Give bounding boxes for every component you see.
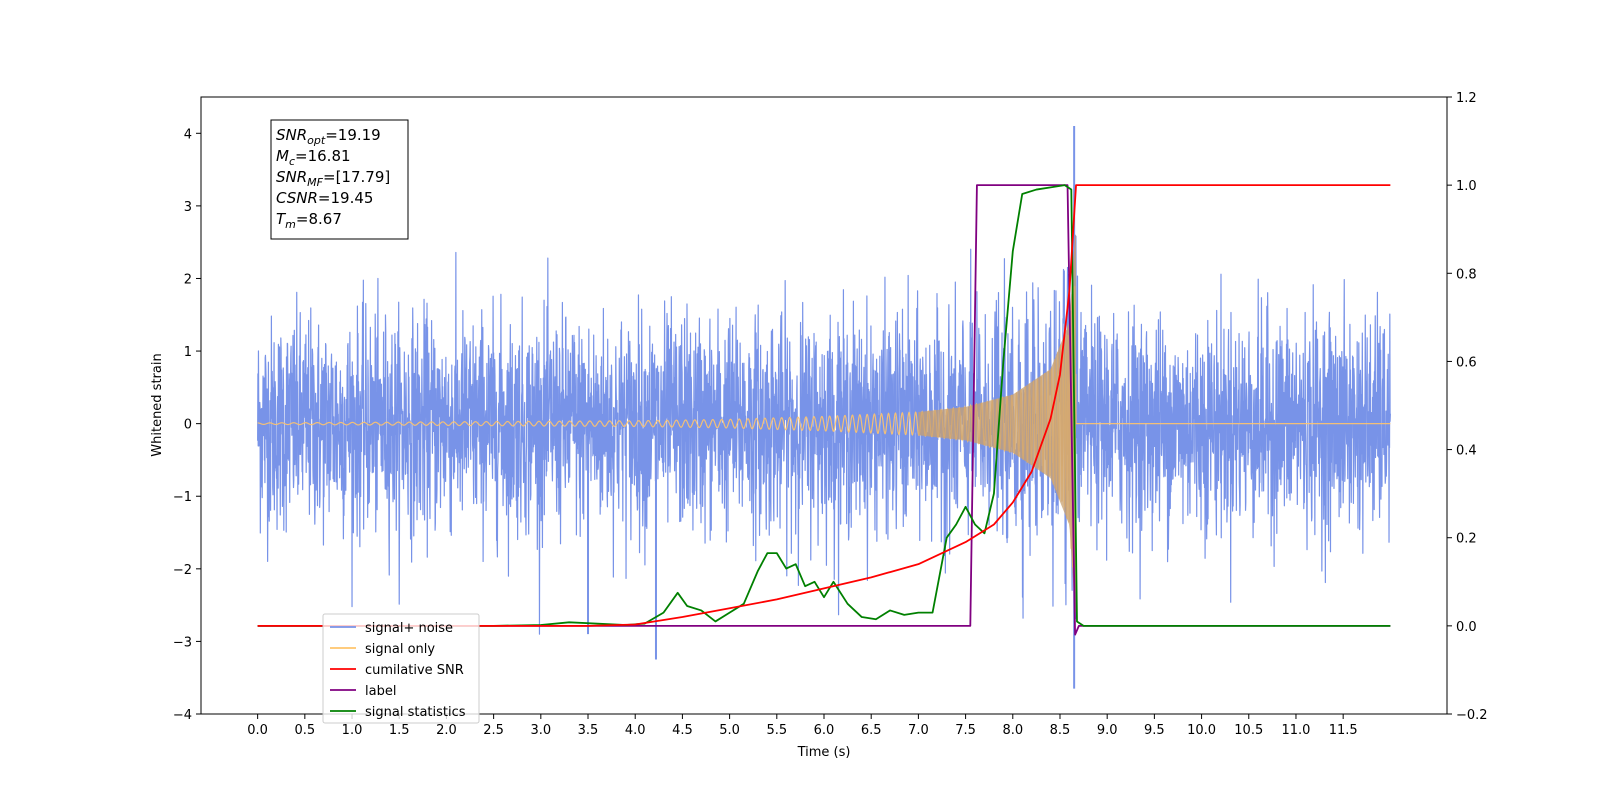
legend-frame: [322, 613, 480, 724]
y-tick-label: 3: [184, 200, 192, 215]
y2-tick-label: −0.2: [1456, 708, 1488, 723]
x-tick-label: 10.0: [1187, 723, 1216, 738]
y2-tick-label: 0.8: [1456, 267, 1477, 282]
y-tick-label: 4: [184, 127, 192, 142]
y2-tick-label: 0.6: [1456, 355, 1477, 370]
annotation-box: SNRopt=19.19Mc=16.81SNRMF=[17.79]CSNR=19…: [270, 119, 409, 240]
x-tick-label: 6.0: [814, 723, 835, 738]
series-cumilative-snr: [257, 184, 1391, 627]
y2-tick-label: 1.0: [1456, 179, 1477, 194]
y-tick-label: 1: [184, 345, 192, 360]
x-tick-label: 2.0: [436, 723, 457, 738]
x-tick-label: 5.5: [766, 723, 787, 738]
y2-tick-label: 0.0: [1456, 620, 1477, 635]
x-tick-label: 4.0: [625, 723, 646, 738]
annotation-line: CSNR=19.45: [276, 189, 373, 207]
x-tick-label: 11.5: [1329, 723, 1358, 738]
series-label: [257, 184, 1391, 636]
annotation-line: Tm=8.67: [276, 210, 342, 231]
signal-only-envelope: [918, 234, 1077, 613]
x-tick-label: 8.5: [1050, 723, 1071, 738]
series-signal-noise: [257, 234, 1391, 635]
annotation-frame: [270, 119, 409, 240]
y-tick-label: −3: [173, 635, 192, 650]
x-axis-label: Time (s): [797, 745, 851, 760]
x-tick-label: 0.5: [294, 723, 315, 738]
y2-tick-label: 0.4: [1456, 444, 1477, 459]
y-tick-label: 2: [184, 272, 192, 287]
x-tick-label: 11.0: [1281, 723, 1310, 738]
y-tick-label: −4: [173, 708, 192, 723]
legend-entry: cumilative SNR: [365, 663, 464, 678]
x-tick-label: 9.5: [1144, 723, 1165, 738]
x-tick-label: 4.5: [672, 723, 693, 738]
x-tick-label: 0.0: [247, 723, 268, 738]
legend: signal+ noise signal only cumilative SNR la…: [322, 613, 480, 724]
x-tick-label: 7.5: [955, 723, 976, 738]
legend-entry: signal+ noise: [365, 621, 453, 636]
x-tick-label: 6.5: [861, 723, 882, 738]
legend-entry: signal only: [365, 642, 435, 657]
y-axis-label: Whitened strain: [150, 353, 165, 456]
x-tick-label: 3.0: [530, 723, 551, 738]
x-tick-label: 2.5: [483, 723, 504, 738]
x-tick-label: 10.5: [1234, 723, 1263, 738]
annotation-line: SNRopt=19.19: [276, 126, 381, 147]
x-tick-label: 8.0: [1002, 723, 1023, 738]
y2-tick-label: 0.2: [1456, 532, 1477, 547]
legend-entry: signal statistics: [365, 705, 466, 720]
x-tick-label: 1.5: [389, 723, 410, 738]
x-tick-label: 5.0: [719, 723, 740, 738]
y2-tick-label: 1.2: [1456, 91, 1477, 106]
x-tick-label: 9.0: [1097, 723, 1118, 738]
series-signal-only: [257, 285, 1391, 593]
annotation-line: SNRMF=[17.79]: [276, 168, 390, 189]
annotation-line: Mc=16.81: [276, 147, 351, 168]
y-tick-label: 0: [184, 418, 192, 433]
y2-axis-ticks: −0.2 0.0 0.2 0.4 0.6 0.8 1.0 1.2: [1447, 91, 1488, 723]
y-tick-label: −2: [173, 563, 192, 578]
legend-entry: label: [365, 684, 396, 699]
y-axis-ticks: −4 −3 −2 −1 0 1 2 3 4: [173, 127, 201, 723]
y-tick-label: −1: [173, 490, 192, 505]
x-axis-ticks: 0.0 0.5 1.0 1.5 2.0 2.5 3.0 3.5 4.0 4.5 5.0 5.5 6.0 6…: [247, 714, 1358, 738]
x-tick-label: 1.0: [342, 723, 363, 738]
x-tick-label: 3.5: [578, 723, 599, 738]
x-tick-label: 7.0: [908, 723, 929, 738]
plot-series-layer: [257, 126, 1391, 689]
